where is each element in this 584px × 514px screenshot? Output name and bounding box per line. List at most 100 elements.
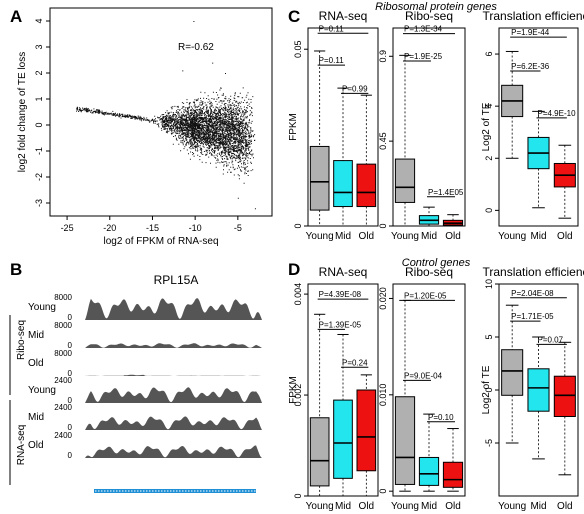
scatter-x-tick-label: -10 xyxy=(189,223,202,233)
track-scale-max: 2400 xyxy=(54,431,72,440)
p-value-label: P=1.3E-34 xyxy=(404,25,443,34)
section-title-c: Ribosomal protein genes xyxy=(375,1,497,13)
box-iqr xyxy=(333,399,353,479)
panel-label-d: D xyxy=(288,260,300,279)
track-label-mid: Mid xyxy=(28,330,44,341)
box-iqr xyxy=(418,456,440,486)
box-mid xyxy=(418,413,440,492)
track-scale-min: 0 xyxy=(68,313,73,322)
category-label-mid: Mid xyxy=(421,501,437,512)
box-iqr xyxy=(501,349,524,396)
box-old xyxy=(442,214,464,227)
boxplot-d2: Ribo-seq 0 0.010 0.020 Young Mid Old P=1.20E-05… xyxy=(378,265,466,512)
track-scale-min: 0 xyxy=(68,396,73,405)
y-tick-label: 5 xyxy=(484,334,494,339)
boxplot-d3: Translation efficiency Log2 of TE -5 0 5 10 Yo… xyxy=(481,265,584,512)
y-tick-label: 0.020 xyxy=(378,287,388,310)
track-scale-max: 8000 xyxy=(54,293,72,302)
plot-frame xyxy=(392,283,466,497)
box-old xyxy=(356,94,377,227)
category-label-mid: Mid xyxy=(335,231,351,242)
y-tick-label: 0.002 xyxy=(293,384,303,407)
y-tick-label: 4 xyxy=(484,104,494,109)
category-label-old: Old xyxy=(557,501,573,512)
p-value-label: P=1.4E05 xyxy=(428,188,464,197)
box-young xyxy=(394,299,416,492)
category-label-old: Old xyxy=(557,231,573,242)
track-label-mid: Mid xyxy=(28,412,44,423)
boxplot-c3: Translation efficiency Log2 of TE 0 2 4 6 Youn… xyxy=(481,9,584,242)
category-label-old: Old xyxy=(445,501,461,512)
p-value-label: P=0.24 xyxy=(342,358,368,367)
p-value-label: P=0.10 xyxy=(428,413,454,422)
p-value-label: P=1.39E-05 xyxy=(319,320,362,329)
y-tick-label: 0 xyxy=(293,223,303,228)
box-iqr xyxy=(309,145,330,211)
coverage-track xyxy=(85,416,262,430)
coverage-track xyxy=(85,445,262,458)
box-mid xyxy=(527,336,550,460)
scatter-y-tick-label: 0 xyxy=(34,122,44,127)
scatter-x-tick-label: -5 xyxy=(234,223,242,233)
track-scale-max: 8000 xyxy=(54,321,72,330)
boxplot-d1: RNA-seq FPKM 0 0.002 0.004 Young Mid Old P=4.39E… xyxy=(288,265,379,512)
box-iqr xyxy=(442,461,464,488)
scatter-x-tick-label: -25 xyxy=(61,223,74,233)
coverage-track xyxy=(85,343,262,348)
group-label-rna-seq: RNA-seq xyxy=(16,425,27,466)
plot-y-label: Log2 of TE xyxy=(481,365,492,414)
y-tick-label: 0.05 xyxy=(293,40,303,58)
coverage-track xyxy=(85,374,262,376)
track-label-young: Young xyxy=(28,302,56,313)
track-label-young: Young xyxy=(28,385,56,396)
y-tick-label: 10 xyxy=(484,279,494,289)
coverage-track xyxy=(85,298,262,320)
p-value-label: P=4.9E-10 xyxy=(538,109,577,118)
scatter-dots xyxy=(76,21,256,210)
panel-label-c: C xyxy=(288,7,300,26)
track-scale-max: 8000 xyxy=(54,349,72,358)
p-value-label: P=4.39E-08 xyxy=(319,290,362,299)
scatter-y-label: log2 fold change of TE loss xyxy=(17,52,28,172)
track-scale-min: 0 xyxy=(68,341,73,350)
category-label-young: Young xyxy=(306,501,334,512)
p-value-label: P=0.11 xyxy=(319,56,345,65)
track-scale-max: 2400 xyxy=(54,403,72,412)
plot-title: Translation efficiency xyxy=(482,265,584,279)
category-label-young: Young xyxy=(498,501,526,512)
track-scale-min: 0 xyxy=(68,369,73,378)
y-tick-label: 0 xyxy=(378,489,388,494)
boxplot-c2: Ribo-seq 0 0.45 0.9 Young Mid Old P=1.3E-34 P=1.… xyxy=(378,9,466,242)
scatter-x-tick-label: -20 xyxy=(103,223,116,233)
box-young xyxy=(309,313,330,497)
scatter-frame xyxy=(49,7,273,217)
box-young xyxy=(394,54,416,227)
gene-name: RPL15A xyxy=(154,273,199,287)
track-label-old: Old xyxy=(28,358,44,369)
section-title-d: Control genes xyxy=(402,257,471,269)
boxplot-c1: RNA-seq FPKM 0 0.05 Young Mid Old P=0.11 P=0.11 P… xyxy=(288,9,379,242)
y-tick-label: 0.004 xyxy=(293,283,303,306)
box-old xyxy=(553,341,576,476)
scatter-y-tick-label: 4 xyxy=(34,18,44,23)
plot-frame xyxy=(498,27,579,227)
p-value-label: P=0.07 xyxy=(538,335,564,344)
box-young xyxy=(501,50,524,159)
category-label-old: Old xyxy=(445,231,461,242)
p-value-label: P=1.9E-44 xyxy=(511,28,550,37)
y-tick-label: -5 xyxy=(484,439,494,447)
group-label-ribo-seq: Ribo-seq xyxy=(16,320,27,360)
box-iqr xyxy=(356,389,377,472)
y-tick-label: 0.9 xyxy=(378,50,388,63)
scatter-y-tick-label: 1 xyxy=(34,96,44,101)
category-label-old: Old xyxy=(359,231,375,242)
plot-title: RNA-seq xyxy=(319,265,368,279)
category-label-young: Young xyxy=(391,231,419,242)
coverage-track xyxy=(85,387,262,403)
y-tick-label: 0 xyxy=(378,223,388,228)
track-scale-min: 0 xyxy=(68,423,73,432)
category-label-young: Young xyxy=(391,501,419,512)
scatter-points xyxy=(76,21,256,210)
